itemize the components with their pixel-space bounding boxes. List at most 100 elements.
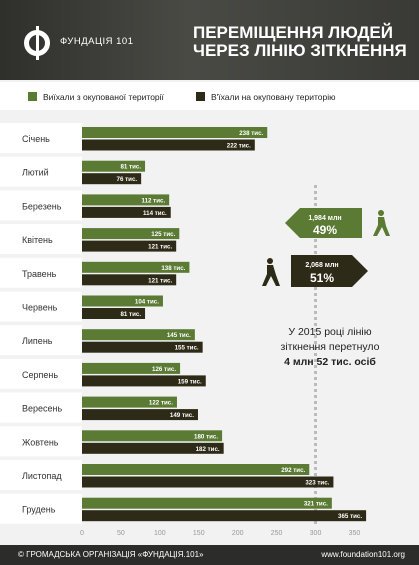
data-label: 365 тис. — [338, 513, 362, 520]
legend-label-entered: В'їхали на окуповану територію — [211, 92, 336, 102]
data-label: 121 тис. — [148, 244, 172, 251]
bar-entered — [82, 173, 142, 185]
brand-name: ФУНДАЦІЯ 101 — [60, 36, 134, 47]
category-label: Червень — [22, 303, 58, 313]
data-label: 81 тис. — [120, 164, 141, 171]
bar-entered — [82, 341, 203, 353]
x-tick-label: 350 — [349, 530, 361, 537]
data-label: 155 тис. — [175, 345, 199, 352]
inflow-value: 2,068 млн — [305, 262, 338, 269]
outflow-percent: 49% — [313, 223, 337, 237]
data-label: 222 тис. — [227, 143, 251, 150]
category-background — [0, 392, 82, 423]
data-label: 149 тис. — [170, 412, 194, 419]
bar-left — [82, 464, 310, 475]
data-label: 114 тис. — [143, 210, 167, 217]
bar-left — [82, 329, 195, 341]
category-label: Грудень — [22, 505, 56, 515]
category-background — [0, 190, 82, 221]
category-background — [0, 460, 82, 490]
category-background — [0, 493, 82, 524]
data-label: 112 тис. — [141, 197, 165, 204]
title-line-2: ЧЕРЕЗ ЛІНІЮ ЗІТКНЕННЯ — [193, 41, 407, 60]
bar-left — [82, 194, 170, 206]
bar-chart: Січень 238 тис. 222 тис. Лютий 81 тис. 76 тис… — [0, 123, 390, 537]
outflow-callout-box — [285, 208, 362, 238]
x-tick-label: 150 — [193, 530, 205, 537]
category-label: Жовтень — [22, 437, 59, 447]
data-label: 138 тис. — [161, 265, 185, 272]
category-label: Березень — [22, 201, 62, 211]
category-background — [0, 325, 82, 356]
walking-person-body-icon — [373, 217, 390, 236]
walking-person-body-icon — [262, 265, 280, 286]
header-background — [0, 0, 419, 80]
bar-left — [82, 362, 181, 374]
bar-left — [82, 295, 163, 307]
bar-left — [82, 127, 268, 138]
x-tick-label: 100 — [154, 530, 166, 537]
data-label: 238 тис. — [239, 130, 263, 137]
data-label: 323 тис. — [305, 480, 329, 487]
data-label: 182 тис. — [196, 446, 220, 453]
data-label: 321 тис. — [304, 501, 328, 508]
data-label: 159 тис. — [178, 378, 202, 385]
data-label: 126 тис. — [152, 366, 176, 373]
data-label: 125 тис. — [151, 231, 175, 238]
category-background — [0, 291, 82, 322]
legend-swatch-dark — [196, 92, 205, 101]
bar-entered — [82, 476, 334, 488]
category-label: Липень — [22, 336, 53, 346]
category-background — [0, 123, 82, 153]
foundation-logo-icon — [24, 26, 50, 60]
category-background — [0, 426, 82, 457]
bar-entered — [82, 409, 198, 421]
data-label: 292 тис. — [281, 467, 305, 474]
bar-entered — [82, 274, 177, 286]
x-tick-label: 300 — [310, 530, 322, 537]
bar-left — [82, 261, 190, 273]
legend-swatch-green — [28, 92, 37, 101]
category-label: Листопад — [22, 471, 62, 481]
footer: © ГРОМАДСЬКА ОРГАНІЗАЦІЯ «ФУНДАЦІЯ.101» … — [0, 545, 419, 565]
category-label: Травень — [22, 269, 57, 279]
category-background — [0, 156, 82, 187]
category-label: Серпень — [22, 370, 58, 380]
outflow-value: 1,984 млн — [308, 215, 341, 222]
walking-person-icon — [267, 258, 273, 264]
x-tick-label: 0 — [80, 530, 84, 537]
page-title: ПЕРЕМІЩЕННЯ ЛЮДЕЙ ЧЕРЕЗ ЛІНІЮ ЗІТКНЕННЯ — [193, 24, 407, 60]
bar-entered — [82, 308, 146, 319]
x-tick-label: 250 — [271, 530, 283, 537]
footer-website[interactable]: www.foundation101.org — [321, 550, 405, 559]
bar-entered — [82, 206, 171, 218]
inflow-callout-box — [291, 255, 368, 287]
legend-item-entered: В'їхали на окуповану територію — [196, 92, 335, 102]
category-background — [0, 358, 82, 389]
bar-left — [82, 228, 180, 240]
summary-line-2: зіткнення перетнуло — [281, 341, 380, 353]
x-tick-label: 50 — [117, 530, 125, 537]
data-label: 122 тис. — [149, 400, 173, 407]
data-label: 145 тис. — [167, 332, 191, 339]
category-label: Лютий — [22, 168, 49, 178]
bar-left — [82, 430, 223, 442]
legend: Виїхали з окупованої території В'їхали н… — [0, 82, 419, 110]
footer-copyright: © ГРОМАДСЬКА ОРГАНІЗАЦІЯ «ФУНДАЦІЯ.101» — [18, 550, 204, 559]
legend-label-left: Виїхали з окупованої території — [43, 92, 164, 102]
bar-left — [82, 497, 332, 509]
category-background — [0, 224, 82, 255]
x-tick-label: 200 — [232, 530, 244, 537]
category-background — [0, 257, 82, 288]
walking-person-icon — [378, 210, 384, 216]
category-label: Січень — [22, 134, 50, 144]
summary-line-3: 4 млн 52 тис. осіб — [284, 356, 376, 368]
bar-entered — [82, 442, 224, 454]
bar-entered — [82, 240, 177, 252]
inflow-percent: 51% — [310, 271, 334, 285]
data-label: 76 тис. — [117, 176, 138, 183]
bar-entered — [82, 375, 206, 387]
category-label: Квітень — [22, 235, 53, 245]
data-label: 121 тис. — [148, 277, 172, 284]
bar-left — [82, 160, 146, 172]
